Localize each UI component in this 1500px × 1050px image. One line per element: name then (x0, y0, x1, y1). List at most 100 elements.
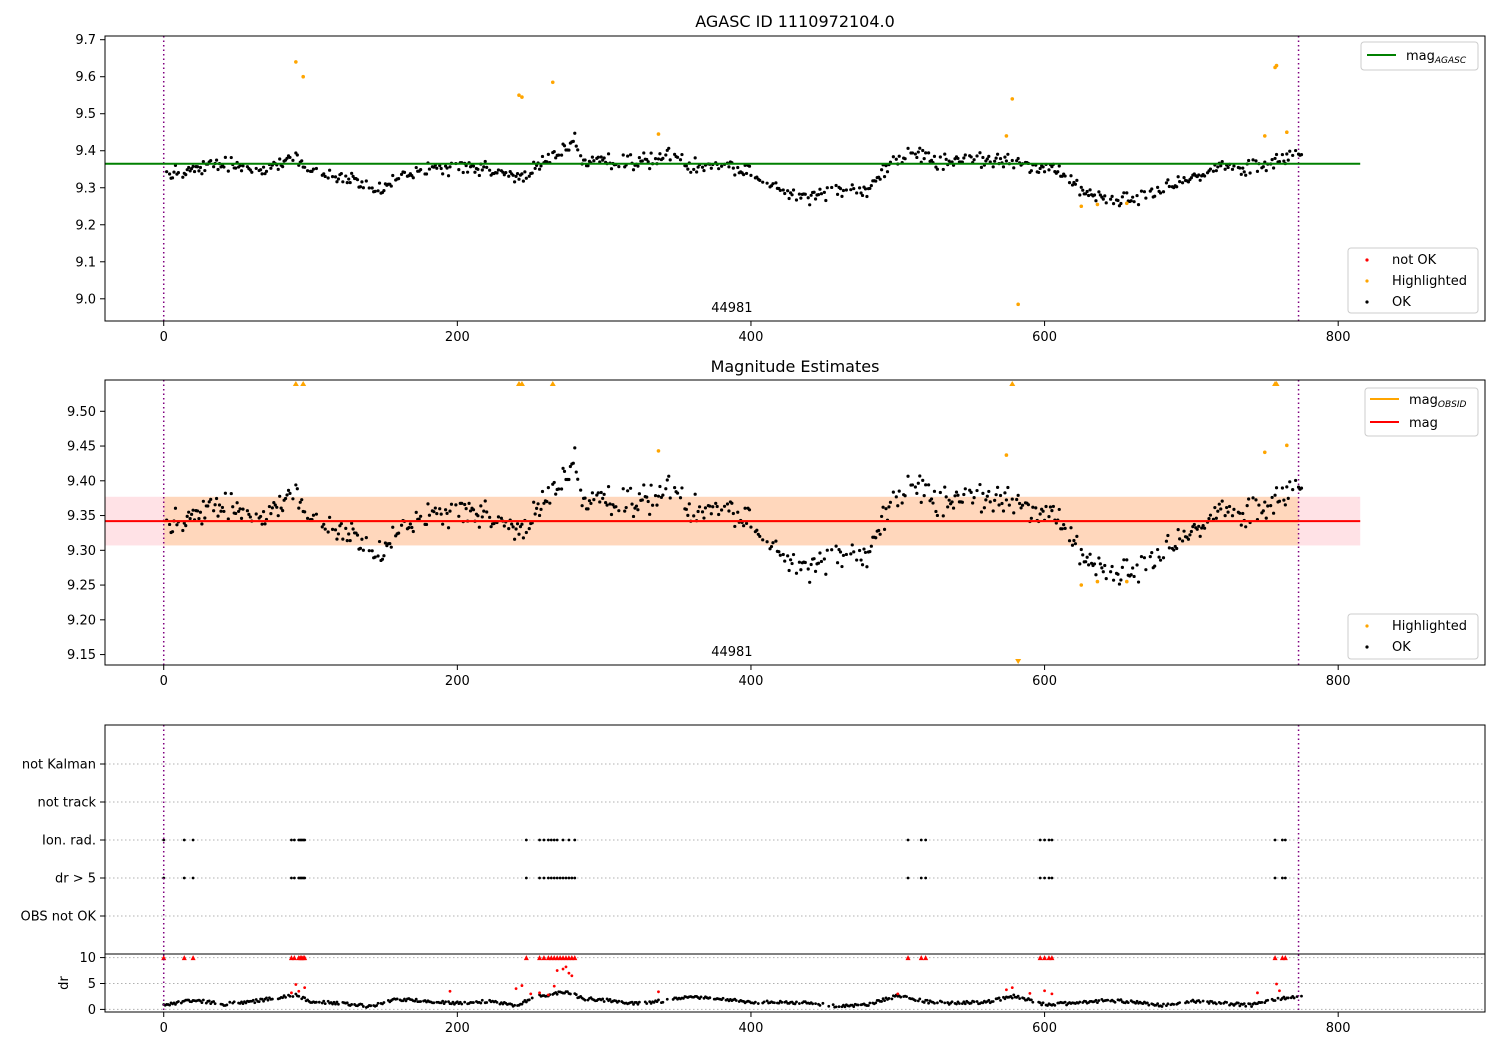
dr-red-point (896, 992, 900, 996)
ok-point (1273, 156, 1277, 161)
ok-point (938, 490, 942, 495)
dr-point (887, 997, 891, 1000)
ok-point (950, 500, 954, 504)
ok-point (665, 478, 669, 482)
ok-point (239, 516, 244, 520)
dr-point (326, 999, 330, 1003)
ok-point (1018, 501, 1022, 506)
ok-point (906, 474, 910, 478)
ok-point (1050, 509, 1054, 513)
ok-point (382, 189, 386, 193)
ok-point (742, 173, 746, 177)
ok-point (897, 154, 901, 158)
ok-point (645, 157, 649, 162)
ok-point (1148, 555, 1152, 559)
legend-line-label: magAGASC (1406, 49, 1467, 66)
ok-point (165, 170, 169, 174)
dr-point (1260, 1000, 1264, 1004)
ok-point (692, 167, 696, 172)
ok-point (546, 486, 550, 490)
ok-point (241, 164, 245, 168)
offscale-low-marker (1015, 659, 1022, 664)
ok-point (285, 493, 289, 497)
ok-point (788, 558, 793, 562)
ok-point (852, 550, 856, 554)
ok-point (1226, 165, 1230, 170)
ok-point (791, 552, 796, 557)
ok-point (477, 173, 481, 178)
highlighted-point (1004, 134, 1009, 138)
ok-point (1244, 525, 1248, 529)
ok-point (226, 169, 230, 173)
ion-rad-flag-point (1050, 838, 1054, 842)
offscale-high-marker (1273, 381, 1280, 386)
ok-point (1010, 158, 1014, 163)
ok-point (860, 193, 865, 198)
ok-point (310, 169, 314, 173)
ok-point (1198, 534, 1202, 538)
highlighted-point (656, 449, 661, 453)
ok-point (913, 485, 917, 489)
ok-point (229, 155, 233, 160)
ok-point (345, 539, 349, 543)
ok-point (819, 192, 824, 196)
ok-point (197, 169, 201, 173)
ok-point (636, 164, 640, 168)
ok-point (1211, 169, 1216, 173)
ok-point (554, 492, 558, 496)
highlighted-point (1095, 202, 1100, 207)
dr-point (1038, 1001, 1042, 1005)
ok-point (1198, 178, 1202, 182)
ok-point (583, 158, 587, 162)
ok-point (916, 481, 920, 485)
ok-point (944, 495, 948, 499)
legend-marker-not-ok (1365, 258, 1369, 262)
ok-point (808, 203, 812, 207)
dr-point (174, 1002, 177, 1006)
flag-row-label: OBS not OK (21, 910, 97, 925)
ok-point (1299, 486, 1304, 490)
ok-point (882, 527, 887, 531)
ok-point (787, 196, 791, 201)
ok-point (1286, 158, 1290, 162)
ok-point (668, 158, 672, 162)
ok-point (170, 530, 175, 534)
dr-point (856, 1003, 860, 1007)
dr-point (568, 992, 572, 996)
ok-point (1037, 170, 1041, 175)
ok-point (1101, 197, 1105, 201)
ok-point (1182, 175, 1186, 180)
ok-point (590, 491, 595, 495)
ok-point (1274, 486, 1279, 490)
ok-point (972, 158, 976, 162)
y-tick-label: 9.25 (67, 579, 96, 594)
ok-point (1001, 165, 1006, 169)
dr-red-point (1278, 989, 1281, 993)
dr-point (1282, 995, 1286, 999)
ok-point (1081, 553, 1085, 557)
dr-gt5-flag-point (524, 876, 528, 880)
ok-point (322, 172, 326, 176)
dr-point (555, 992, 559, 996)
ok-point (979, 165, 984, 169)
dr-clipped-marker (523, 955, 529, 961)
ok-point (559, 153, 564, 157)
panel3-axes: not Kalman not track Ion. rad. dr > 5 OBS no… (21, 758, 1351, 1037)
ok-point (993, 159, 997, 163)
ok-point (191, 164, 195, 168)
ok-point (1029, 516, 1033, 520)
dr-point (1244, 1004, 1248, 1008)
dr-gt5-flag-point (542, 876, 546, 880)
dr-clipped-marker (161, 955, 167, 961)
ok-point (471, 508, 476, 512)
ion-rad-flag-point (552, 838, 556, 842)
ok-point (1254, 159, 1258, 163)
ok-point (931, 501, 935, 505)
ok-point (929, 497, 934, 501)
ok-point (536, 502, 540, 506)
ok-point (389, 545, 393, 549)
ok-point (223, 491, 227, 495)
ok-point (1161, 556, 1166, 560)
dr-gt5-flag-point (919, 876, 923, 880)
dr-gt5-flag-point (567, 876, 571, 880)
